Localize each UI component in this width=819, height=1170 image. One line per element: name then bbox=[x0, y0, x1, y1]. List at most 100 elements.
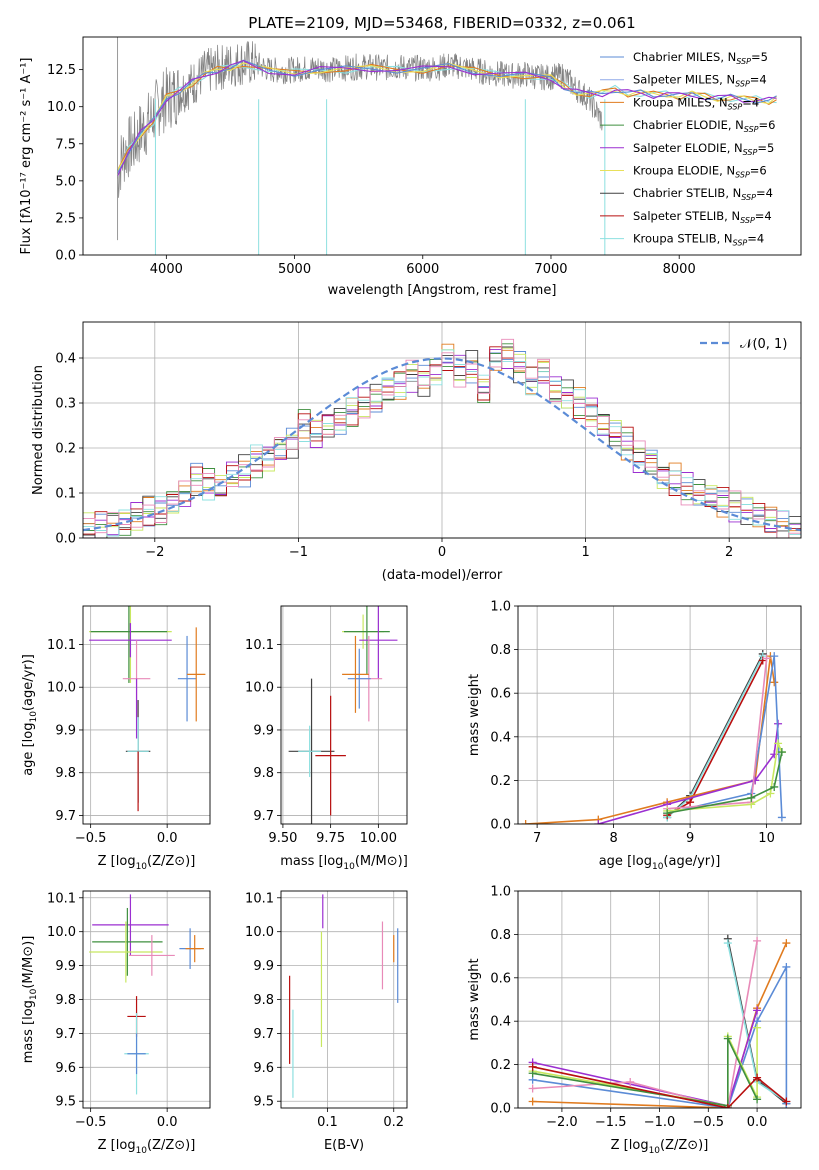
weight-series-line bbox=[666, 751, 783, 814]
y-tick-label: 9.6 bbox=[253, 1061, 274, 1076]
x-tick-label: 0.2 bbox=[383, 1115, 404, 1130]
weight-point-marker bbox=[528, 1084, 537, 1093]
y-tick-label: 9.8 bbox=[253, 766, 274, 781]
x-tick-label: −2 bbox=[145, 545, 164, 560]
y-tick-label: 9.8 bbox=[253, 993, 274, 1008]
legend-entry: Salpeter MILES, NSSP=4 bbox=[633, 73, 767, 89]
y-tick-label: 0.4 bbox=[490, 730, 511, 745]
weight-point-marker bbox=[747, 793, 756, 802]
y-tick-label: 2.5 bbox=[55, 211, 76, 226]
errorbar-plot-area bbox=[89, 894, 204, 1095]
x-tick-label: 0 bbox=[438, 545, 446, 560]
y-tick-label: 9.7 bbox=[253, 1027, 274, 1042]
gaussian-curve bbox=[83, 357, 801, 532]
panel-mass-vs-ebv: 0.1 0.2 9.5 9.6 9.7 9.8 9.9 10.0 10.1 E(B-V) bbox=[245, 890, 408, 1153]
model-spectrum bbox=[117, 59, 777, 174]
panel-mass-vs-z: −0.5 0.0 9.5 9.6 9.7 9.8 9.9 10.0 10.1 Z [log10(Z… bbox=[21, 890, 211, 1156]
legend-entry: Chabrier MILES, NSSP=5 bbox=[633, 50, 768, 66]
x-tick-label: 7 bbox=[533, 831, 541, 846]
y-axis-label: mass weight bbox=[467, 674, 482, 756]
weight-series-line bbox=[532, 940, 758, 1108]
axes-frame bbox=[82, 321, 802, 539]
x-tick-label: −1.5 bbox=[595, 1115, 627, 1130]
weight-point-marker bbox=[770, 678, 779, 687]
x-tick-label: 7000 bbox=[534, 262, 567, 277]
y-tick-label: 9.7 bbox=[55, 1027, 76, 1042]
x-tick-label: −0.5 bbox=[75, 831, 107, 846]
x-axis-label: Z [log10(Z/Z⊙)] bbox=[611, 1138, 709, 1156]
x-tick-label: −2.0 bbox=[546, 1115, 578, 1130]
weight-point-marker bbox=[753, 1023, 762, 1032]
weight-point-marker bbox=[753, 936, 762, 945]
axes-frame bbox=[82, 890, 211, 1109]
weight-point-marker bbox=[626, 1077, 635, 1086]
weight-point-marker bbox=[594, 820, 603, 824]
weight-point-marker bbox=[723, 1104, 732, 1108]
residual-histogram bbox=[83, 349, 801, 537]
y-tick-label: 10.0 bbox=[47, 681, 76, 696]
x-tick-label: 0.0 bbox=[747, 1115, 768, 1130]
spectrum-plot-area bbox=[117, 37, 777, 255]
y-tick-label: 0.2 bbox=[55, 442, 76, 457]
y-tick-label: 10.1 bbox=[47, 891, 76, 906]
x-tick-label: 0.1 bbox=[317, 1115, 338, 1130]
y-tick-label: 10.1 bbox=[245, 638, 274, 653]
y-tick-label: 5.0 bbox=[55, 174, 76, 189]
weight-series-line bbox=[532, 1038, 758, 1107]
y-tick-label: 9.9 bbox=[55, 959, 76, 974]
weight-point-marker bbox=[770, 782, 779, 791]
weight-point-marker bbox=[782, 939, 791, 948]
weight-point-marker bbox=[751, 776, 760, 785]
panel-weight-vs-z: −2.0 −1.5 −1.0 −0.5 0.0 0.0 0.2 0.4 0.6 0.8 1.0 Z [… bbox=[467, 885, 802, 1156]
panel-weight-vs-age: 7 8 9 10 0.0 0.2 0.4 0.6 0.8 1.0 age [log10(age/yr… bbox=[467, 600, 802, 872]
weight-point-marker bbox=[753, 1006, 762, 1015]
y-tick-label: 9.5 bbox=[55, 1095, 76, 1110]
y-axis-label: mass [log10(M/M⊙)] bbox=[21, 936, 39, 1064]
weight-series-line bbox=[532, 1027, 758, 1107]
panel-residuals: −2 −1 0 1 2 0.0 0.1 0.2 0.3 0.4 𝒩(0, 1) (data-model… bbox=[31, 321, 802, 583]
x-tick-label: 5000 bbox=[278, 262, 311, 277]
y-tick-label: 9.8 bbox=[55, 766, 76, 781]
y-axis-label: Flux [fλ10⁻¹⁷ erg cm⁻² s⁻¹ A⁻¹] bbox=[19, 58, 34, 255]
weight-point-marker bbox=[766, 789, 775, 798]
y-tick-label: 12.5 bbox=[47, 63, 76, 78]
y-axis-label: Normed distribution bbox=[31, 365, 46, 495]
x-axis-label: (data-model)/error bbox=[382, 568, 503, 583]
errorbar-plot-area bbox=[288, 606, 398, 824]
x-axis-label: E(B-V) bbox=[324, 1138, 364, 1153]
residual-histogram bbox=[83, 338, 801, 538]
weight-point-marker bbox=[528, 1097, 537, 1106]
y-tick-label: 9.9 bbox=[253, 959, 274, 974]
y-tick-label: 10.1 bbox=[47, 638, 76, 653]
axes-frame bbox=[280, 890, 408, 1109]
model-spectrum bbox=[117, 60, 777, 177]
legend-entry: Chabrier STELIB, NSSP=4 bbox=[633, 186, 773, 202]
weight-point-marker bbox=[723, 939, 732, 948]
y-tick-label: 1.0 bbox=[490, 600, 511, 615]
weight-point-marker bbox=[521, 820, 530, 824]
histogram-plot-area bbox=[83, 338, 801, 538]
y-tick-label: 9.6 bbox=[55, 1061, 76, 1076]
y-tick-label: 10.0 bbox=[245, 681, 274, 696]
weight-point-marker bbox=[774, 739, 783, 748]
panel-spectrum: 4000 5000 6000 7000 8000 0.0 2.5 5.0 7.5 10.0 12.5… bbox=[19, 14, 802, 298]
y-tick-label: 0.0 bbox=[490, 818, 511, 833]
x-tick-label: 0.0 bbox=[157, 1115, 178, 1130]
weight-series-line bbox=[532, 1066, 787, 1108]
y-tick-label: 9.9 bbox=[55, 723, 76, 738]
y-axis-label: mass weight bbox=[467, 958, 482, 1040]
y-tick-label: 1.0 bbox=[490, 885, 511, 900]
y-tick-label: 0.4 bbox=[55, 352, 76, 367]
y-axis-label: age [log10(age/yr)] bbox=[21, 654, 39, 776]
y-tick-label: 0.8 bbox=[490, 928, 511, 943]
x-tick-label: 9 bbox=[686, 831, 694, 846]
panel-age-vs-z: −0.5 0.0 9.7 9.8 9.9 10.0 10.1 Z [log10(Z/Z⊙)] a… bbox=[21, 605, 211, 872]
weight-plot-area bbox=[521, 649, 786, 824]
axes-frame bbox=[517, 890, 802, 1109]
weight-series-line bbox=[525, 655, 775, 824]
panel-age-vs-mass: 9.50 9.75 10.00 9.7 9.8 9.9 10.0 10.1 mass [log1… bbox=[245, 605, 408, 872]
x-tick-label: 4000 bbox=[150, 262, 183, 277]
legend-entry: Salpeter ELODIE, NSSP=5 bbox=[633, 141, 774, 157]
y-tick-label: 0.1 bbox=[55, 487, 76, 502]
